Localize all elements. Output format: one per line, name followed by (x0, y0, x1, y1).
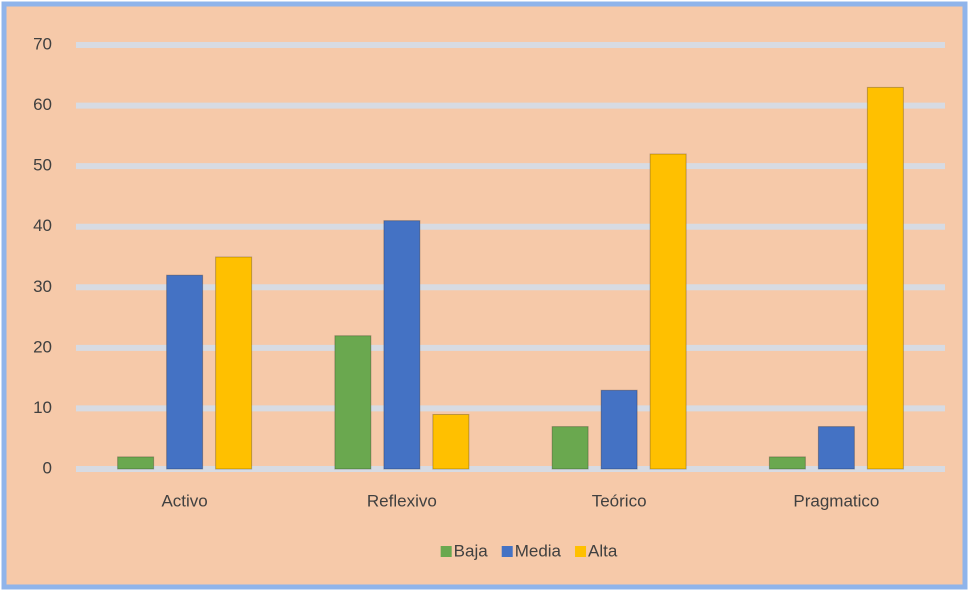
bar (649, 153, 687, 470)
legend-swatch (440, 546, 452, 557)
y-tick-label: 10 (33, 398, 52, 417)
bar (866, 86, 904, 470)
y-tick-label: 50 (33, 156, 52, 175)
y-tick-label: 0 (43, 458, 52, 477)
bar (600, 389, 638, 470)
y-tick-label: 70 (33, 34, 52, 53)
bar (768, 456, 806, 470)
bar (215, 256, 253, 470)
y-tick-label: 40 (33, 216, 52, 235)
bar (383, 220, 421, 470)
legend-label: Alta (588, 541, 618, 560)
legend-label: Media (515, 541, 562, 560)
bar (817, 426, 855, 470)
y-tick-label: 60 (33, 95, 52, 114)
bar (166, 274, 204, 470)
legend-label: Baja (454, 541, 489, 560)
legend-swatch (575, 546, 587, 557)
bar (551, 426, 589, 470)
bar (334, 335, 372, 470)
x-tick-label: Activo (161, 491, 207, 510)
x-tick-label: Teórico (592, 491, 647, 510)
y-tick-label: 20 (33, 337, 52, 356)
y-tick-label: 30 (33, 277, 52, 296)
bar (432, 413, 470, 470)
bar (117, 456, 155, 470)
legend-swatch (501, 546, 513, 557)
x-tick-label: Reflexivo (367, 491, 437, 510)
x-tick-label: Pragmatico (793, 491, 879, 510)
